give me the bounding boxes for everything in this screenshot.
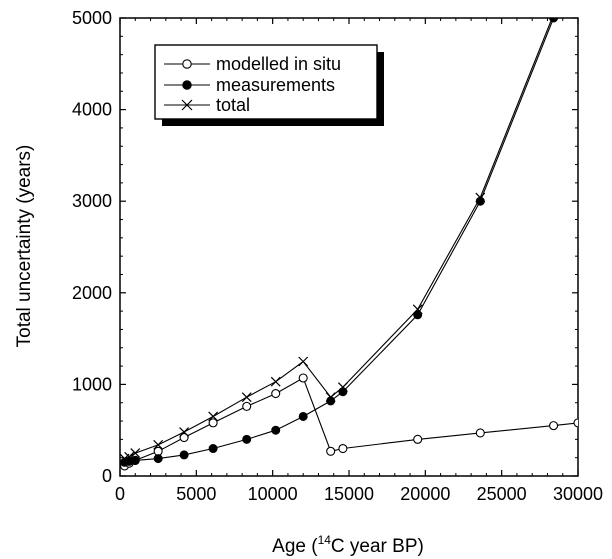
y-tick-label: 0	[102, 466, 112, 486]
legend-marker-total	[181, 99, 193, 111]
data-point-measurements	[413, 310, 423, 320]
data-point-total	[124, 451, 135, 462]
data-point-modelled-in-situ	[242, 401, 252, 411]
data-point-modelled-in-situ	[298, 373, 308, 383]
data-point-measurements	[242, 434, 252, 444]
series-layer	[120, 18, 578, 471]
data-point-total	[270, 376, 281, 387]
legend-label-total: total	[216, 95, 250, 115]
data-point-modelled-in-situ	[338, 443, 348, 454]
data-point-modelled-in-situ	[326, 446, 336, 456]
series-total	[120, 18, 553, 464]
data-point-total	[179, 427, 190, 437]
series-modelled-in-situ	[120, 373, 578, 471]
y-tick-label: 4000	[72, 100, 112, 120]
y-tick-label: 2000	[72, 283, 112, 303]
data-point-total	[475, 192, 486, 203]
data-point-measurements	[298, 411, 308, 421]
x-tick-label: 25000	[477, 484, 527, 504]
y-axis-title: Total uncertainty (years)	[14, 145, 35, 348]
axis-ticks: 0 5000 10000 15000 20000 25000 30000 0 1000 2000 3…	[72, 8, 603, 504]
data-point-total	[337, 382, 348, 393]
y-tick-label: 1000	[72, 374, 112, 394]
y-tick-label: 5000	[72, 8, 112, 28]
x-tick-label: 20000	[400, 484, 450, 504]
data-point-modelled-in-situ	[271, 389, 281, 399]
data-point-modelled-in-situ	[413, 434, 423, 444]
data-point-measurements	[208, 444, 218, 454]
x-axis-title: Age (14C year BP)	[272, 533, 424, 557]
data-point-total	[130, 448, 141, 459]
data-point-measurements	[179, 450, 189, 460]
x-tick-label: 15000	[324, 484, 374, 504]
legend-box	[154, 44, 378, 120]
data-point-total	[241, 392, 252, 403]
data-point-modelled-in-situ	[208, 418, 218, 428]
data-point-modelled-in-situ	[475, 428, 485, 438]
legend-label-modelled: modelled in situ	[216, 54, 341, 74]
data-point-modelled-in-situ	[549, 421, 559, 431]
legend: modelled in situ measurements total	[154, 44, 384, 126]
data-point-total	[325, 392, 336, 403]
data-point-total	[298, 356, 309, 367]
series-clipped	[120, 18, 578, 471]
data-point-modelled-in-situ	[573, 418, 578, 428]
data-point-measurements	[271, 425, 281, 435]
x-tick-label: 10000	[248, 484, 298, 504]
x-tick-label: 0	[115, 484, 125, 504]
x-tick-label: 5000	[176, 484, 216, 504]
y-tick-label: 3000	[72, 191, 112, 211]
legend-label-measurements: measurements	[216, 75, 335, 95]
x-tick-label: 30000	[553, 484, 603, 504]
data-point-measurements	[326, 396, 336, 406]
data-point-total	[153, 439, 164, 450]
data-point-modelled-in-situ	[179, 432, 189, 443]
data-point-measurements	[130, 455, 140, 465]
data-point-total	[412, 304, 423, 315]
data-point-total	[208, 411, 219, 422]
legend-marker-modelled	[182, 59, 192, 69]
series-line-total	[124, 18, 553, 460]
legend-marker-measurements	[182, 80, 192, 90]
data-point-measurements	[153, 454, 163, 464]
